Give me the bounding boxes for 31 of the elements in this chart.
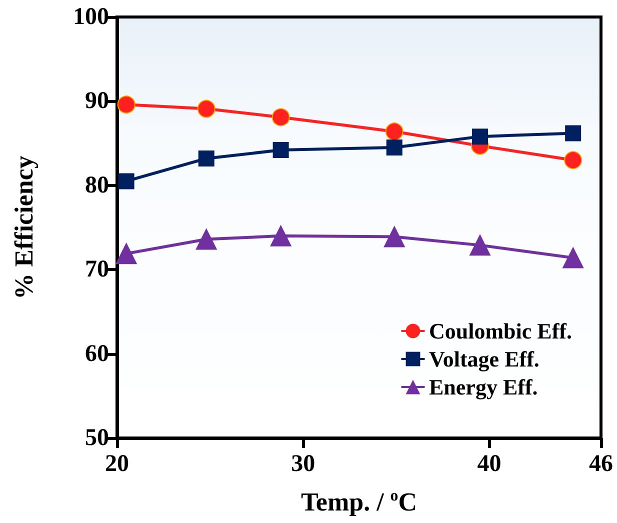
y-tick-label: 80: [85, 172, 109, 198]
point: [197, 100, 216, 118]
y-tick-label: 60: [85, 340, 109, 367]
legend-label: Coulombic Eff.: [429, 318, 572, 344]
point: [198, 150, 214, 166]
x-tick-label: 40: [477, 451, 502, 477]
x-tick-label: 20: [105, 451, 129, 477]
y-tick-label: 100: [73, 4, 109, 30]
y-tick-label: 50: [85, 425, 109, 451]
point: [565, 125, 582, 142]
point: [385, 122, 404, 141]
point: [116, 243, 137, 264]
point: [470, 234, 490, 256]
legend-label: Voltage Eff.: [429, 346, 540, 372]
point: [272, 108, 290, 126]
point: [117, 96, 136, 114]
point: [386, 140, 402, 156]
point: [196, 228, 217, 250]
y-axis-title: % Efficiency: [10, 156, 38, 300]
point: [270, 225, 292, 246]
y-tick-label: 90: [85, 88, 109, 114]
point: [118, 173, 134, 190]
point: [272, 142, 289, 158]
x-tick-label: 46: [589, 451, 613, 477]
point: [562, 247, 584, 268]
point: [472, 128, 488, 145]
y-tick-label: 70: [85, 256, 109, 283]
legend-label: Energy Eff.: [429, 374, 538, 400]
point: [384, 226, 405, 248]
point: [564, 151, 582, 170]
x-tick-label: 30: [291, 451, 316, 477]
